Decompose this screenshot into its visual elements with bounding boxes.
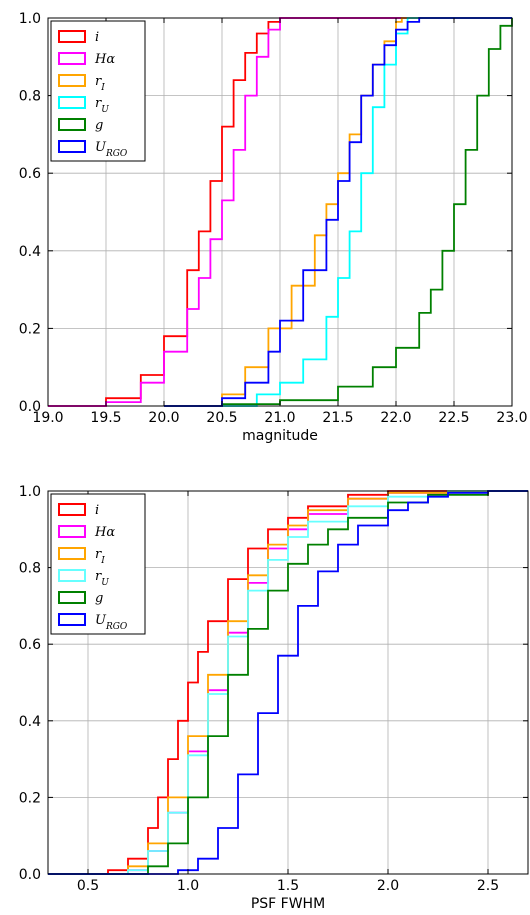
- legend-label: rU: [95, 569, 109, 588]
- legend-label: g: [95, 118, 103, 133]
- legend-label: rI: [95, 547, 105, 566]
- y-tick-label: 0.2: [19, 321, 41, 337]
- legend-label: Hα: [94, 525, 115, 540]
- x-tick-label: 1.0: [177, 878, 199, 894]
- legend-swatch: [58, 30, 86, 43]
- legend-swatch: [58, 503, 86, 516]
- legend-swatch: [58, 569, 86, 582]
- x-tick-label: 19.5: [90, 410, 121, 426]
- x-tick-label: 19.0: [32, 410, 63, 426]
- legend-label: i: [95, 503, 99, 518]
- x-tick-label: 20.5: [206, 410, 237, 426]
- series-line-3: [48, 490, 528, 875]
- legend-box: [50, 493, 146, 635]
- x-tick-label: 1.5: [277, 878, 299, 894]
- legend-label: rU: [95, 96, 109, 115]
- x-tick-label: 2.5: [477, 878, 499, 894]
- x-tick-label: 0.5: [77, 878, 99, 894]
- legend-label: rI: [95, 74, 105, 93]
- legend-box: [50, 20, 146, 162]
- y-tick-label: 0.0: [19, 399, 41, 415]
- y-tick-label: 1.0: [19, 484, 41, 500]
- legend-label: URGO: [95, 140, 128, 159]
- legend-label: g: [95, 591, 103, 606]
- series-line-4: [48, 490, 528, 875]
- series-line-3: [222, 17, 512, 407]
- legend-label: i: [95, 30, 99, 45]
- series-line-5: [164, 17, 512, 407]
- y-tick-label: 0.4: [19, 244, 41, 260]
- series-line-4: [164, 18, 513, 407]
- x-tick-label: 20.0: [148, 410, 179, 426]
- x-tick-label: 22.5: [438, 410, 469, 426]
- y-tick-label: 0.0: [19, 867, 41, 883]
- legend-label: URGO: [95, 613, 128, 632]
- legend-swatch: [58, 525, 86, 538]
- legend-swatch: [58, 591, 86, 604]
- legend-swatch: [58, 52, 86, 65]
- psf-fwhm-cdf-panel: 0.5 1.0 1.5 2.0 2.5 0.0 0.2 0.4 0.6 0.8 1.0 PSF FWH…: [19, 484, 529, 912]
- x-tick-label: 21.5: [322, 410, 353, 426]
- series-line-1: [48, 17, 512, 407]
- x-tick-label: 21.0: [264, 410, 295, 426]
- y-tick-label: 0.6: [19, 637, 41, 653]
- series-line-0: [48, 490, 528, 875]
- series-line-5: [48, 490, 528, 875]
- y-tick-label: 1.0: [19, 11, 41, 27]
- legend-label: Hα: [94, 52, 115, 67]
- x-tick-label: 22.0: [380, 410, 411, 426]
- y-tick-label: 0.6: [19, 166, 41, 182]
- magnitude-cdf-panel: 19.0 19.5 20.0 20.5 21.0 21.5 22.0 22.5 23.0 0.0 0…: [19, 11, 528, 444]
- y-tick-label: 0.2: [19, 790, 41, 806]
- legend: i Hα rI rU g URGO: [50, 493, 146, 635]
- x-axis-label: magnitude: [242, 428, 318, 444]
- legend-swatch: [58, 547, 86, 560]
- y-tick-label: 0.4: [19, 714, 41, 730]
- x-axis-label: PSF FWHM: [251, 896, 325, 912]
- legend-swatch: [58, 613, 86, 626]
- x-tick-label: 23.0: [496, 410, 527, 426]
- y-tick-label: 0.8: [19, 561, 41, 577]
- legend-swatch: [58, 96, 86, 109]
- legend: i Hα rI rU g URGO: [50, 20, 146, 162]
- legend-swatch: [58, 118, 86, 131]
- x-tick-label: 2.0: [377, 878, 399, 894]
- y-tick-label: 0.8: [19, 89, 41, 105]
- series-line-0: [48, 17, 512, 407]
- legend-swatch: [58, 74, 86, 87]
- legend-swatch: [58, 140, 86, 153]
